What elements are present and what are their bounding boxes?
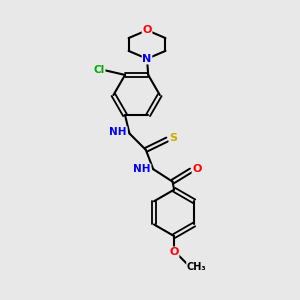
Text: O: O bbox=[169, 247, 179, 257]
Text: N: N bbox=[142, 54, 152, 64]
Text: O: O bbox=[192, 164, 202, 174]
Text: O: O bbox=[142, 25, 152, 35]
Text: Cl: Cl bbox=[94, 65, 105, 76]
Text: NH: NH bbox=[133, 164, 151, 174]
Text: S: S bbox=[169, 133, 177, 143]
Text: NH: NH bbox=[110, 127, 127, 137]
Text: CH₃: CH₃ bbox=[187, 262, 206, 272]
